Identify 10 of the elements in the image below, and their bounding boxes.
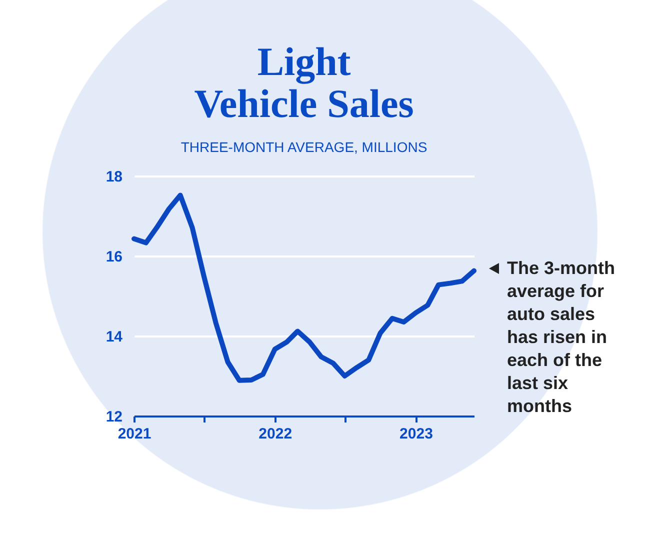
chart-title: Light Vehicle Sales [194,39,414,126]
y-tick-label: 14 [106,328,124,346]
chart-subtitle: THREE-MONTH AVERAGE, MILLIONS [180,139,428,155]
text: The 3-month average for auto sales has risen in each of the last six months [507,257,616,418]
x-tick-label: 2021 [118,426,152,442]
y-tick-label: 18 [106,168,122,186]
y-tick-label: 16 [106,248,122,266]
y-tick-label: 12 [106,408,122,426]
x-tick-label: 2023 [400,426,433,442]
x-tick-label: 2022 [258,426,292,442]
